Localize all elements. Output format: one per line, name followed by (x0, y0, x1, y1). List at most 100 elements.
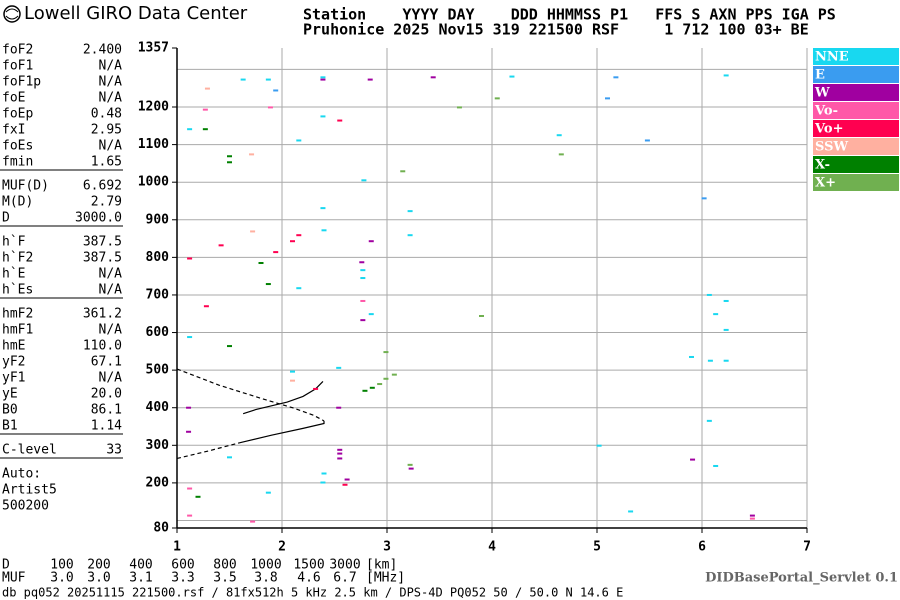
param-name: hmF2 (2, 307, 33, 322)
x-tick-label: 5 (593, 540, 601, 555)
echo (204, 87, 210, 90)
footer-right: DIDBasePortal_Servlet 0.1 (705, 571, 898, 586)
echo (290, 370, 295, 373)
echo (596, 444, 602, 447)
param-name: hmE (2, 339, 25, 354)
echo (368, 313, 374, 316)
echo (644, 139, 650, 142)
echo (367, 78, 373, 81)
param-value: 20.0 (91, 387, 122, 402)
echo (360, 299, 366, 302)
param-name: h`F (2, 235, 26, 250)
echo (187, 336, 193, 339)
param-value: 86.1 (91, 403, 122, 418)
param-value: 1.14 (91, 419, 122, 434)
muf-label: MUF (2, 571, 26, 586)
legend-label: SSW (815, 140, 848, 155)
muf-value: 3.8 (254, 571, 277, 586)
echo (368, 240, 374, 243)
echo (320, 78, 326, 81)
param-name: Artist5 (2, 483, 57, 498)
param-value: 3000.0 (75, 211, 122, 226)
param-value: N/A (99, 283, 123, 298)
legend-swatch (813, 156, 899, 173)
legend-label: X- (815, 158, 830, 173)
echo (360, 269, 366, 272)
x-tick-label: 1 (173, 540, 181, 555)
y-tick-label: 1357 (138, 41, 169, 56)
echo (713, 313, 719, 316)
y-tick-label: 200 (146, 475, 170, 490)
y-tick-label: 80 (153, 521, 169, 536)
echo (361, 179, 367, 182)
echo (337, 457, 343, 460)
param-name: foF2 (2, 43, 33, 58)
x-tick-label: 4 (488, 540, 496, 555)
y-tick-label: 400 (146, 400, 170, 415)
param-name: foEs (2, 139, 33, 154)
d-value: 200 (87, 558, 110, 573)
muf-value: 3.5 (213, 571, 236, 586)
param-name: foE (2, 91, 25, 106)
echo (723, 359, 729, 362)
y-tick-label: 900 (146, 212, 170, 227)
echo (383, 351, 389, 354)
param-name: Auto: (2, 467, 41, 482)
echo (407, 234, 413, 237)
x-tick-label: 6 (698, 540, 706, 555)
logo-icon-lines (5, 8, 19, 20)
echo (320, 207, 326, 210)
param-value: 2.95 (91, 123, 122, 138)
d-unit: [km] (366, 558, 397, 573)
echo (203, 305, 209, 308)
echo (202, 128, 208, 131)
muf-unit: [MHz] (366, 571, 405, 586)
param-value: N/A (99, 59, 123, 74)
echo (369, 386, 375, 389)
echo (383, 377, 389, 380)
echo (344, 478, 350, 481)
logo-icon (3, 5, 21, 23)
echo (689, 355, 694, 358)
param-value: 0.48 (91, 107, 122, 122)
param-value: 1.65 (91, 155, 122, 170)
y-tick-label: 800 (146, 250, 170, 265)
param-name: fmin (2, 155, 33, 170)
echo (723, 74, 729, 77)
echo (391, 373, 397, 376)
echo (407, 463, 413, 466)
echo (273, 251, 279, 254)
echo (337, 119, 343, 122)
echo (407, 210, 413, 213)
legend-swatch (813, 174, 899, 191)
legend-label: E (815, 68, 825, 83)
echo (509, 75, 515, 78)
logo-text: Lowell GIRO Data Center (24, 3, 248, 24)
param-name: M(D) (2, 195, 33, 210)
param-value: 110.0 (83, 339, 122, 354)
footer-left: db pq052 20251115 221500.rsf / 81fx512h … (2, 586, 623, 600)
param-name: h`F2 (2, 251, 33, 266)
legend-label: W (814, 86, 830, 101)
echo (218, 244, 224, 247)
echo (605, 97, 610, 100)
param-value: 387.5 (83, 235, 122, 250)
param-value: 2.400 (83, 43, 122, 58)
header-line: Station YYYY DAY DDD HHMMSS P1 FFS S AXN… (303, 6, 836, 24)
param-name: yF1 (2, 371, 25, 386)
echo (227, 456, 232, 459)
echo (456, 106, 462, 109)
echo (249, 153, 255, 156)
muf-value: 3.0 (87, 571, 110, 586)
muf-value: 4.6 (297, 571, 320, 586)
param-value: N/A (99, 75, 123, 90)
echo (337, 448, 343, 451)
echo (320, 76, 326, 79)
echo (628, 510, 634, 513)
echo (723, 328, 729, 331)
y-tick-label: 700 (146, 287, 170, 302)
param-value: 361.2 (83, 307, 122, 322)
d-value: 3000 (329, 558, 360, 573)
echo (250, 230, 256, 233)
